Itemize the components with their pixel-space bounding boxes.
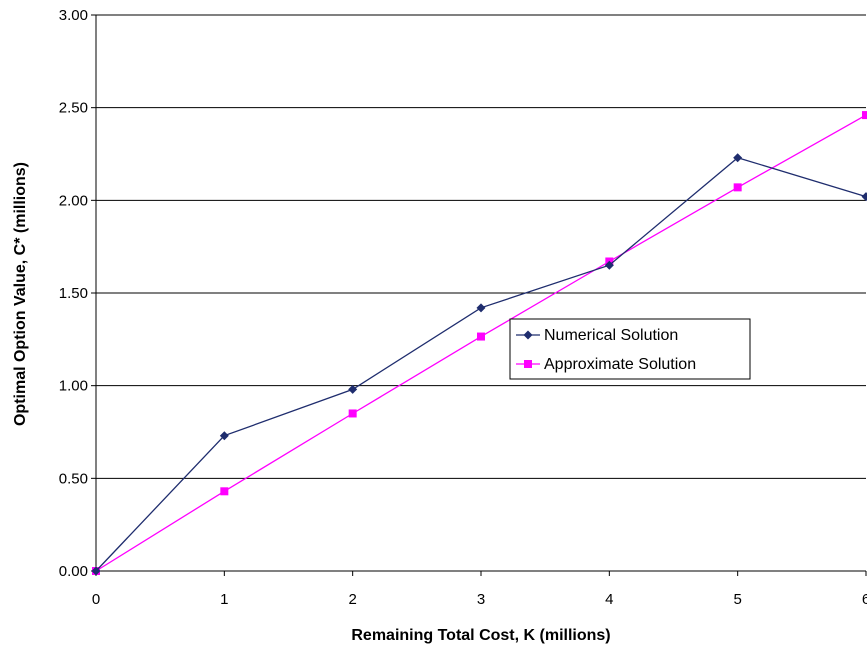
series-numerical-solution — [91, 153, 867, 576]
data-point-numerical-solution — [604, 260, 614, 270]
data-point-numerical-solution — [733, 153, 743, 163]
data-point-numerical-solution — [219, 431, 229, 441]
series-approximate-solution — [92, 111, 867, 575]
legend-items: Numerical Solution Approximate Solution — [516, 327, 696, 373]
data-point-numerical-solution — [861, 192, 867, 202]
y-tick-label: 1.00 — [59, 378, 88, 395]
axes — [91, 14, 867, 576]
data-point-approximate-solution — [348, 409, 357, 418]
x-tick-label: 0 — [92, 591, 100, 608]
legend-item: Approximate Solution — [516, 356, 696, 373]
data-point-approximate-solution — [733, 183, 742, 192]
x-tick-label: 6 — [862, 591, 867, 608]
y-tick-label: 0.00 — [59, 563, 88, 580]
data-point-approximate-solution — [862, 111, 867, 120]
legend-marker-square — [524, 360, 532, 368]
legend-item: Numerical Solution — [516, 327, 678, 344]
series-group — [91, 111, 867, 576]
tick-labels: 0.00 0.50 1.00 1.50 2.00 2.50 3.00 0 1 2 3 4 5 6 — [59, 7, 867, 608]
y-tick-label: 1.50 — [59, 285, 88, 302]
x-tick-label: 2 — [348, 591, 356, 608]
x-axis-title: Remaining Total Cost, K (millions) — [351, 627, 610, 644]
data-point-numerical-solution — [91, 566, 101, 576]
data-point-numerical-solution — [348, 384, 358, 394]
y-tick-label: 2.00 — [59, 192, 88, 209]
x-tick-label: 1 — [220, 591, 228, 608]
x-tick-label: 5 — [733, 591, 741, 608]
y-tick-label: 3.00 — [59, 7, 88, 24]
x-tick-label: 3 — [477, 591, 485, 608]
y-tick-label: 0.50 — [59, 470, 88, 487]
legend-label: Approximate Solution — [544, 356, 696, 373]
legend-marker-diamond — [523, 330, 533, 340]
gridlines — [96, 14, 866, 479]
x-tick-label: 4 — [605, 591, 613, 608]
y-axis-title: Optimal Option Value, C* (millions) — [12, 162, 29, 426]
legend-box — [509, 318, 751, 380]
data-point-numerical-solution — [476, 303, 486, 313]
y-tick-label: 2.50 — [59, 100, 88, 117]
legend: Numerical Solution Approximate Solution — [509, 318, 751, 380]
legend-label: Numerical Solution — [544, 327, 678, 344]
data-point-approximate-solution — [220, 487, 229, 496]
data-point-approximate-solution — [477, 332, 485, 341]
